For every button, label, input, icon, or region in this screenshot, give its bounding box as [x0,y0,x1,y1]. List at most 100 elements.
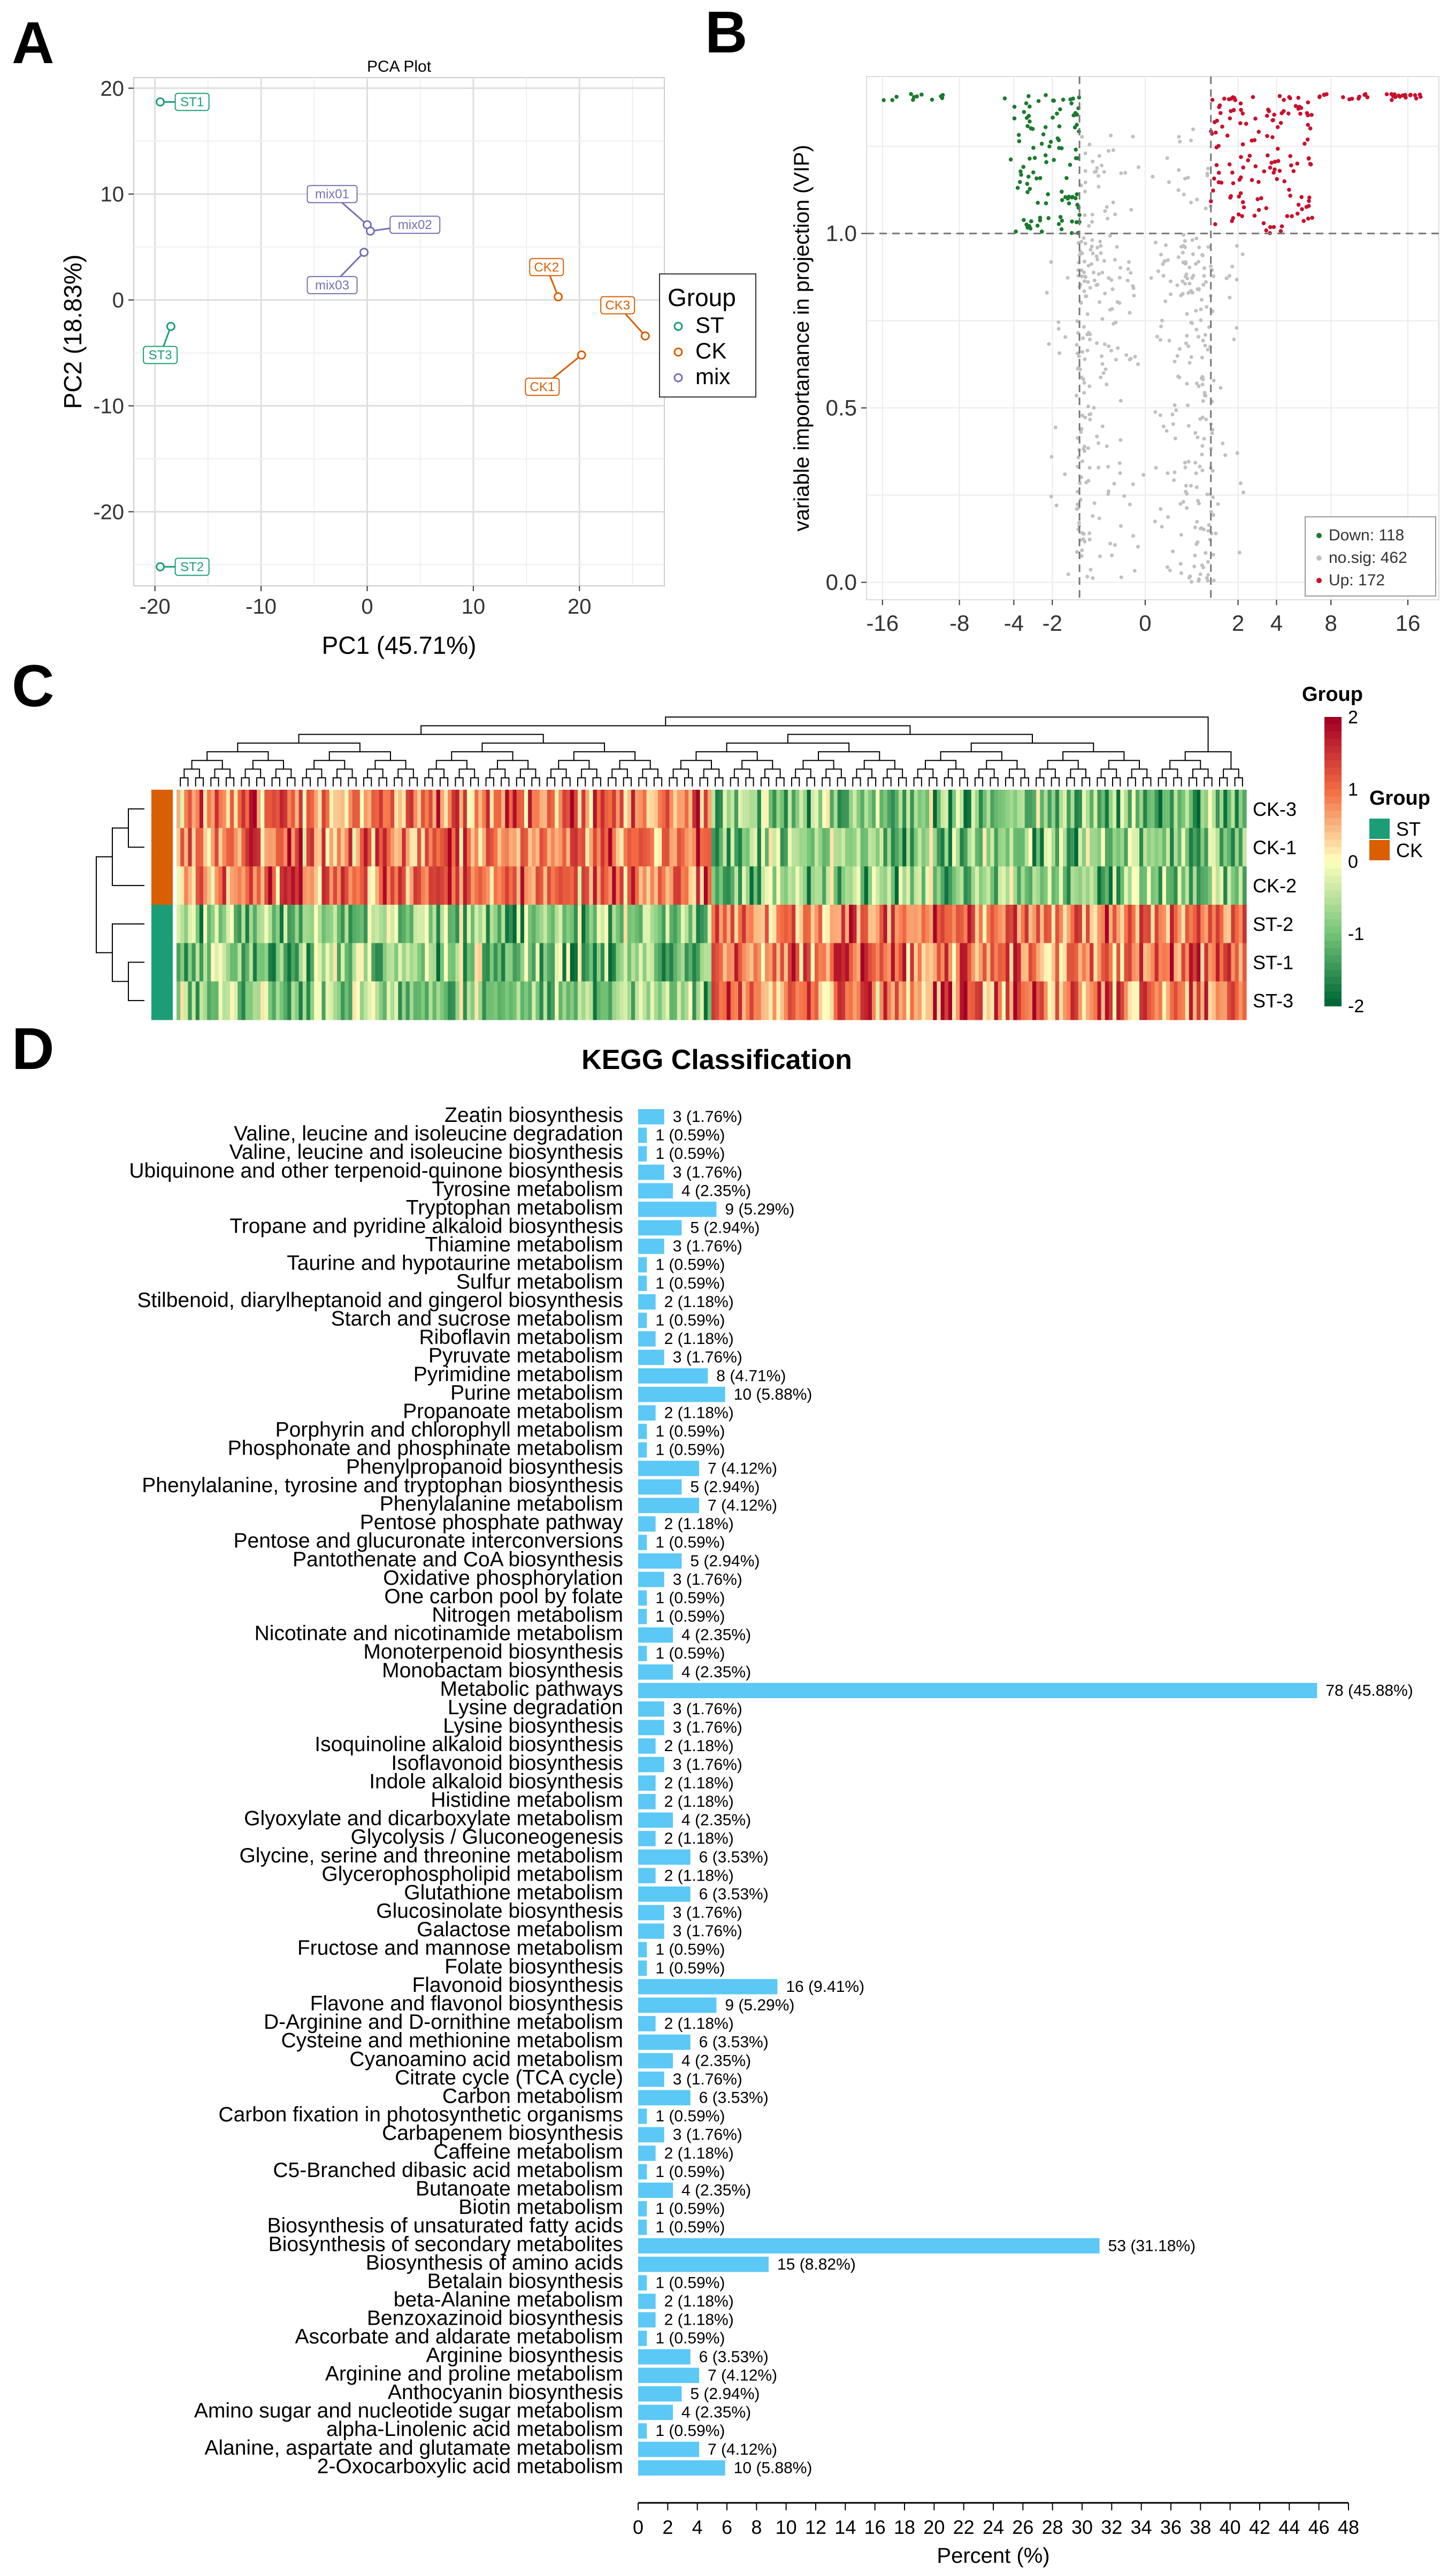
heatmap-cell [1208,943,1213,982]
kegg-bar [638,1979,778,1995]
vip-point-nosig [1117,276,1122,280]
vip-point-up [1307,195,1312,200]
heatmap-cell [1170,828,1174,867]
vip-point-up [1306,123,1310,127]
heatmap-cell [1223,981,1228,1020]
kegg-value-labels: 3 (1.76%)1 (0.59%)1 (0.59%)3 (1.76%)4 (2… [655,1108,1413,2477]
heatmap-cell [662,828,666,867]
kegg-bar [638,1109,664,1125]
vip-point-up [1300,207,1304,211]
heatmap-cell [241,790,246,829]
heatmap-cell [524,828,528,867]
vip-point-nosig [1053,425,1057,430]
vip-point-nosig [1085,312,1090,316]
heatmap-cell [532,943,537,982]
heatmap-cell [642,828,647,867]
heatmap-cell [287,790,292,829]
vip-point-up [1228,116,1232,120]
heatmap-cell [409,905,414,944]
vip-point-nosig [1179,571,1184,575]
vip-point-nosig [1183,239,1187,243]
vip-point-up [1276,159,1281,163]
heatmap-cell [1166,866,1170,905]
dendrogram-branch [501,777,510,786]
heatmap-cell [619,905,624,944]
kegg-category-label: Valine, leucine and isoleucine degradati… [234,1122,623,1145]
heatmap-cell [979,866,983,905]
kegg-bar [638,2127,664,2143]
vip-point-nosig [1109,278,1114,282]
heatmap-cell [314,790,318,829]
heatmap-cell [535,790,540,829]
heatmap-cell [1204,943,1209,982]
heatmap-cell [398,828,403,867]
dendrogram-branch [1097,777,1106,786]
colorbar-tick-label: 2 [1348,707,1358,728]
dendrogram-branch [531,777,540,786]
heatmap-cell [207,866,211,905]
heatmap-cell [1151,943,1155,982]
vip-point-nosig [1167,339,1171,343]
heatmap-cell [425,790,430,829]
kegg-value-label: 1 (0.59%) [655,2219,725,2236]
kegg-value-label: 3 (1.76%) [673,1164,742,1181]
heatmap-cell [780,866,785,905]
heatmap-cell [608,790,612,829]
vip-point-up [1217,103,1222,108]
vip-point-up [1417,92,1422,97]
heatmap-cell [1223,905,1228,944]
vip-point-nosig [1085,575,1090,579]
heatmap-cell [425,866,430,905]
heatmap-cell [1242,943,1247,982]
kegg-bar [638,1127,647,1143]
vip-point-down [1026,113,1031,118]
dendrogram-branch [287,777,296,786]
vip-point-nosig [1175,283,1179,287]
kegg-category-label: Amino sugar and nucleotide sugar metabol… [194,2400,623,2423]
heatmap-cell [937,943,941,982]
vip-point-nosig [1082,236,1086,240]
heatmap-cell [421,866,425,905]
heatmap-cell [207,943,211,982]
heatmap-cell [726,828,731,867]
heatmap-cell [1231,905,1236,944]
vip-point-up [1238,101,1243,106]
vip-point-down [882,98,886,103]
heatmap-cell [505,866,510,905]
heatmap-cell [669,828,674,867]
heatmap-cell [257,943,261,982]
vip-point-nosig [1160,318,1164,323]
vip-point-up [1287,187,1291,192]
kegg-value-label: 2 (1.18%) [664,1774,734,1792]
heatmap-cell [703,905,708,944]
heatmap-cell [868,828,872,867]
heatmap-cell [642,905,647,944]
heatmap-cell [662,943,666,982]
heatmap-cell [784,828,788,867]
heatmap-cell [1074,905,1079,944]
heatmap-cell [830,981,834,1020]
dendrogram-branch [252,760,284,769]
vip-point-up [1241,165,1246,170]
vip-point-down [1055,111,1059,116]
heatmap-cell [929,905,933,944]
dendrogram-branch [917,768,934,778]
vip-point-nosig [1118,399,1123,403]
dendrogram-branch [944,777,953,786]
pca-y-axis-title: PC2 (18.83%) [59,255,87,409]
vip-point-nosig [1098,554,1102,559]
heatmap-cell [1242,866,1247,905]
dendrogram-branch [1100,768,1117,778]
heatmap-cell [891,981,895,1020]
heatmap-cell [1162,943,1167,982]
heatmap-cell [432,981,437,1020]
heatmap-cell [535,828,540,867]
heatmap-cell [444,866,448,905]
vip-volcano-plot: -16 -8 -4 -2 0 2 4 8 16 0.00.51.0 variable impor… [790,76,1439,636]
heatmap-cell [211,905,216,944]
dendrogram-branch [451,751,514,761]
heatmap-cell [298,981,303,1020]
vip-point-nosig [1159,507,1163,511]
dendrogram-branch [275,768,292,778]
kegg-bar [638,1146,647,1162]
